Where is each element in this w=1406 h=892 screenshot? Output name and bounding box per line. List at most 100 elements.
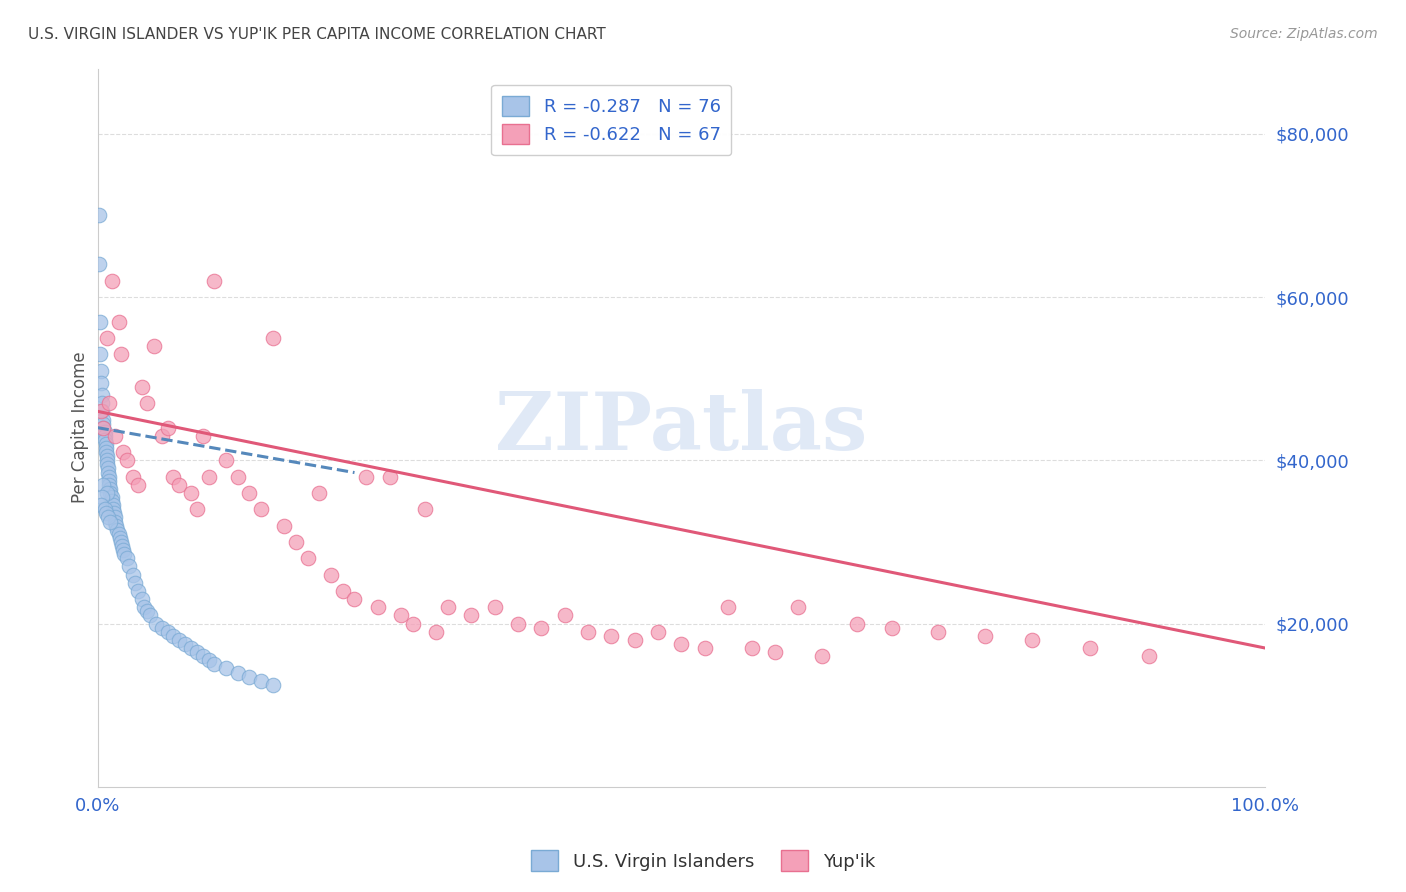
- Point: [96, 458, 118, 472]
- Point: [191, 429, 214, 443]
- Point: [93, 412, 115, 426]
- Point: [135, 604, 157, 618]
- Point: [93, 417, 115, 431]
- Point: [321, 567, 343, 582]
- Point: [162, 629, 184, 643]
- Point: [202, 657, 225, 672]
- Point: [484, 600, 506, 615]
- Y-axis label: Per Capita Income: Per Capita Income: [72, 351, 89, 503]
- Point: [250, 673, 273, 688]
- Point: [226, 665, 249, 680]
- Point: [197, 469, 219, 483]
- Point: [93, 420, 115, 434]
- Point: [96, 449, 118, 463]
- Point: [974, 629, 997, 643]
- Point: [600, 629, 623, 643]
- Point: [1078, 641, 1101, 656]
- Point: [186, 502, 208, 516]
- Point: [124, 575, 146, 590]
- Point: [90, 376, 112, 390]
- Point: [93, 429, 115, 443]
- Point: [215, 453, 238, 467]
- Point: [91, 490, 114, 504]
- Point: [250, 502, 273, 516]
- Point: [107, 314, 129, 328]
- Point: [98, 396, 121, 410]
- Point: [460, 608, 482, 623]
- Point: [202, 274, 225, 288]
- Point: [89, 347, 111, 361]
- Point: [93, 478, 115, 492]
- Point: [180, 486, 202, 500]
- Point: [94, 445, 117, 459]
- Point: [131, 592, 153, 607]
- Point: [105, 518, 128, 533]
- Point: [197, 653, 219, 667]
- Point: [101, 498, 124, 512]
- Point: [114, 547, 136, 561]
- Point: [91, 404, 114, 418]
- Point: [135, 396, 157, 410]
- Point: [215, 661, 238, 675]
- Point: [169, 632, 191, 647]
- Point: [97, 510, 120, 524]
- Point: [647, 624, 669, 639]
- Text: Source: ZipAtlas.com: Source: ZipAtlas.com: [1230, 27, 1378, 41]
- Point: [717, 600, 740, 615]
- Point: [554, 608, 576, 623]
- Point: [180, 641, 202, 656]
- Point: [96, 331, 118, 345]
- Point: [226, 469, 249, 483]
- Point: [127, 583, 149, 598]
- Point: [108, 531, 131, 545]
- Point: [94, 437, 117, 451]
- Point: [94, 441, 117, 455]
- Point: [100, 494, 122, 508]
- Point: [402, 616, 425, 631]
- Point: [576, 624, 599, 639]
- Point: [1137, 649, 1160, 664]
- Legend: R = -0.287   N = 76, R = -0.622   N = 67: R = -0.287 N = 76, R = -0.622 N = 67: [491, 85, 731, 155]
- Point: [104, 510, 127, 524]
- Point: [413, 502, 436, 516]
- Point: [150, 429, 173, 443]
- Point: [100, 482, 122, 496]
- Point: [845, 616, 868, 631]
- Point: [91, 396, 114, 410]
- Point: [262, 331, 284, 345]
- Point: [115, 453, 138, 467]
- Text: U.S. VIRGIN ISLANDER VS YUP'IK PER CAPITA INCOME CORRELATION CHART: U.S. VIRGIN ISLANDER VS YUP'IK PER CAPIT…: [28, 27, 606, 42]
- Point: [101, 502, 124, 516]
- Point: [94, 507, 117, 521]
- Point: [93, 502, 115, 516]
- Point: [927, 624, 949, 639]
- Point: [156, 624, 179, 639]
- Point: [121, 469, 143, 483]
- Point: [343, 592, 366, 607]
- Point: [98, 469, 121, 483]
- Point: [90, 498, 112, 512]
- Point: [150, 621, 173, 635]
- Point: [96, 486, 118, 500]
- Point: [87, 257, 110, 271]
- Point: [98, 478, 121, 492]
- Point: [262, 678, 284, 692]
- Point: [96, 453, 118, 467]
- Point: [104, 429, 127, 443]
- Point: [100, 486, 122, 500]
- Point: [810, 649, 832, 664]
- Point: [121, 567, 143, 582]
- Point: [127, 478, 149, 492]
- Point: [93, 420, 115, 434]
- Point: [89, 314, 111, 328]
- Point: [107, 526, 129, 541]
- Point: [145, 616, 167, 631]
- Point: [308, 486, 330, 500]
- Point: [142, 339, 165, 353]
- Point: [87, 209, 110, 223]
- Point: [93, 433, 115, 447]
- Point: [437, 600, 460, 615]
- Point: [671, 637, 693, 651]
- Point: [425, 624, 447, 639]
- Point: [238, 486, 260, 500]
